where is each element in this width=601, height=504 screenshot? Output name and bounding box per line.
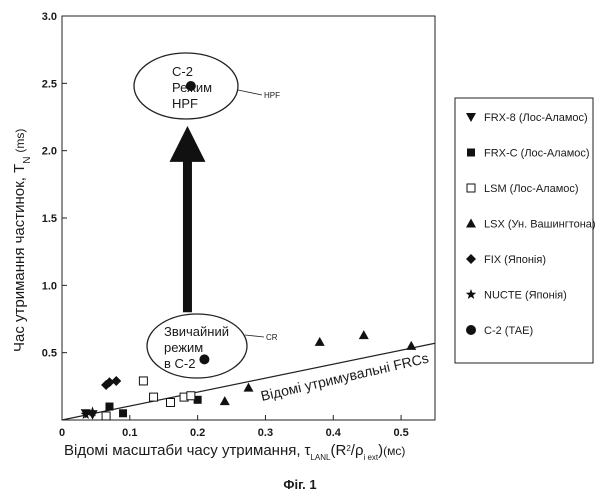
x-tick-label: 0.4 xyxy=(326,427,342,439)
data-point-series-1 xyxy=(119,409,128,418)
legend-label-4: FIX (Японія) xyxy=(484,254,546,266)
x-tick-label: 0.3 xyxy=(258,427,273,439)
x-axis-title: Відомі масштаби часу утримання, τLANL(R2/… xyxy=(64,442,405,462)
cr-annotation-ellipse xyxy=(146,313,248,379)
plot-area xyxy=(61,15,436,421)
data-point-series-2 xyxy=(166,397,176,407)
data-point-series-3 xyxy=(219,396,230,406)
data-point-series-2 xyxy=(149,392,159,402)
legend-marker-2 xyxy=(466,183,476,193)
data-point-series-1 xyxy=(193,395,202,404)
data-points xyxy=(80,81,417,421)
legend-marker-4 xyxy=(466,254,476,264)
x-tick-label: 0 xyxy=(59,427,65,439)
x-tick-label: 0.5 xyxy=(393,427,408,439)
legend-marker-3 xyxy=(466,218,476,228)
cr-annotation-leader xyxy=(244,334,265,338)
legend-marker-0 xyxy=(466,113,476,122)
data-point-series-4 xyxy=(104,377,115,388)
hpf-annotation-line-1: C-2 xyxy=(172,64,193,79)
trend-line-label: Відомі утримувальні FRCs xyxy=(259,350,430,404)
data-point-series-3 xyxy=(406,340,417,350)
data-point-series-1 xyxy=(105,402,114,411)
y-axis-title: Час утримання частинок, TN(ms) xyxy=(11,129,33,352)
cr-annotation-tag: CR xyxy=(266,333,278,342)
legend-label-1: FRX-C (Лос-Аламос) xyxy=(484,148,590,160)
cr-annotation-line-3: в C-2 xyxy=(164,356,195,371)
axis-tick-labels: 0 0.1 0.2 0.3 0.4 0.5 0.5 1.0 1.5 2.0 2.5 3.0 xyxy=(42,11,409,439)
y-tick-label: 2.5 xyxy=(42,78,57,90)
legend-marker-5 xyxy=(465,289,477,299)
legend-label-5: NUCTE (Японія) xyxy=(484,290,567,302)
data-point-series-6 xyxy=(185,81,196,92)
legend-marker-6 xyxy=(466,325,476,335)
data-point-series-2 xyxy=(186,391,196,401)
y-tick-label: 0.5 xyxy=(42,348,57,360)
data-point-series-3 xyxy=(358,330,369,340)
x-tick-label: 0.1 xyxy=(122,427,137,439)
cr-annotation-line-2: режим xyxy=(164,340,203,355)
data-point-series-0 xyxy=(87,410,98,420)
cr-annotation-line-1: Звичайний xyxy=(164,324,229,339)
y-tick-label: 1.5 xyxy=(42,213,57,225)
hpf-annotation-tag: HPF xyxy=(264,91,280,100)
data-point-series-6 xyxy=(199,354,210,365)
y-tick-label: 1.0 xyxy=(42,280,57,292)
data-point-series-3 xyxy=(314,336,325,346)
hpf-annotation-leader xyxy=(237,89,263,96)
data-point-series-5 xyxy=(80,409,91,420)
hpf-annotation-ellipse xyxy=(133,52,239,120)
trend-line xyxy=(61,342,436,421)
y-tick-label: 3.0 xyxy=(42,11,57,23)
y-tick-label: 2.0 xyxy=(42,146,57,158)
legend-box xyxy=(454,97,594,364)
data-point-series-4 xyxy=(111,375,122,386)
legend: FRX-8 (Лос-Аламос) FRX-C (Лос-Аламос) LSM … xyxy=(465,112,596,337)
legend-label-3: LSX (Ун. Вашингтона) xyxy=(484,219,596,231)
legend-label-6: C-2 (ТАЕ) xyxy=(484,325,533,337)
legend-label-0: FRX-8 (Лос-Аламос) xyxy=(484,112,588,124)
figure-caption: Фіг. 1 xyxy=(283,477,316,492)
hpf-annotation-line-3: HPF xyxy=(172,96,198,111)
legend-label-2: LSM (Лос-Аламос) xyxy=(484,183,579,195)
axis-ticks xyxy=(61,15,402,420)
legend-marker-1 xyxy=(467,148,475,157)
data-point-series-2 xyxy=(101,411,111,421)
data-point-series-3 xyxy=(243,382,254,392)
data-point-series-5 xyxy=(87,406,98,417)
x-tick-label: 0.2 xyxy=(190,427,205,439)
data-point-series-2 xyxy=(138,376,148,386)
